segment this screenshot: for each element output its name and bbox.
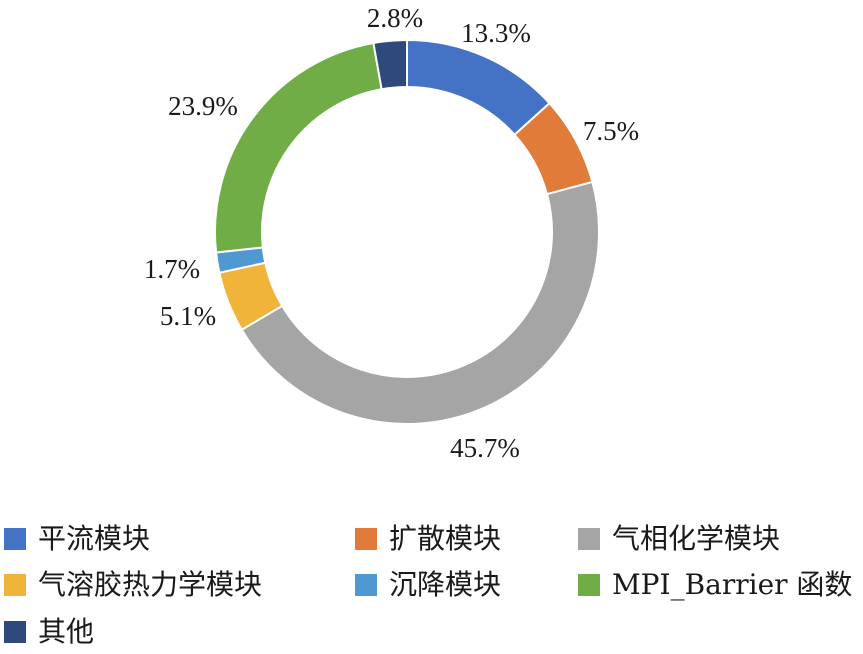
- data-label-other: 2.8%: [367, 3, 423, 33]
- legend-item-other: 其他: [4, 612, 94, 652]
- legend-label: 气溶胶热力学模块: [38, 568, 263, 601]
- legend-label: MPI_Barrier 函数: [612, 568, 853, 601]
- slice-other: [372, 38, 408, 91]
- legend-swatch: [355, 574, 377, 596]
- data-label-deposition: 1.7%: [144, 254, 200, 284]
- data-label-mpi-barrier: 23.9%: [168, 91, 238, 121]
- legend: 平流模块 扩散模块 气相化学模块 气溶胶热力学模块 沉降模块 MPI_Barri…: [0, 505, 863, 654]
- legend-swatch: [578, 574, 600, 596]
- legend-item-aerosol-thermodynamics: 气溶胶热力学模块: [4, 565, 262, 605]
- data-label-aerosol-thermodynamics: 5.1%: [160, 301, 216, 331]
- donut-chart: 13.3% 7.5% 45.7% 5.1% 1.7% 23.9% 2.8%: [144, 3, 639, 463]
- data-label-advection: 13.3%: [461, 18, 531, 48]
- data-labels: 13.3% 7.5% 45.7% 5.1% 1.7% 23.9% 2.8%: [144, 3, 639, 463]
- legend-label: 其他: [38, 615, 95, 648]
- legend-item-diffusion: 扩散模块: [355, 519, 501, 559]
- legend-swatch: [4, 621, 26, 643]
- legend-item-advection: 平流模块: [4, 519, 150, 559]
- legend-label: 扩散模块: [389, 522, 502, 555]
- donut-slices: [214, 38, 600, 425]
- legend-item-deposition: 沉降模块: [355, 565, 501, 605]
- legend-label: 气相化学模块: [612, 522, 781, 555]
- legend-swatch: [578, 528, 600, 550]
- legend-swatch: [4, 528, 26, 550]
- slice-advection: [406, 38, 551, 137]
- data-label-gas-chemistry: 45.7%: [450, 433, 520, 463]
- legend-item-gas-chemistry: 气相化学模块: [578, 519, 780, 559]
- slice-mpi-barrier: [214, 41, 383, 254]
- data-label-diffusion: 7.5%: [583, 116, 639, 146]
- legend-swatch: [4, 574, 26, 596]
- slice-gas-chemistry: [240, 180, 600, 425]
- legend-swatch: [355, 528, 377, 550]
- legend-label: 平流模块: [38, 522, 151, 555]
- legend-item-mpi-barrier: MPI_Barrier 函数: [578, 565, 852, 605]
- legend-label: 沉降模块: [389, 568, 502, 601]
